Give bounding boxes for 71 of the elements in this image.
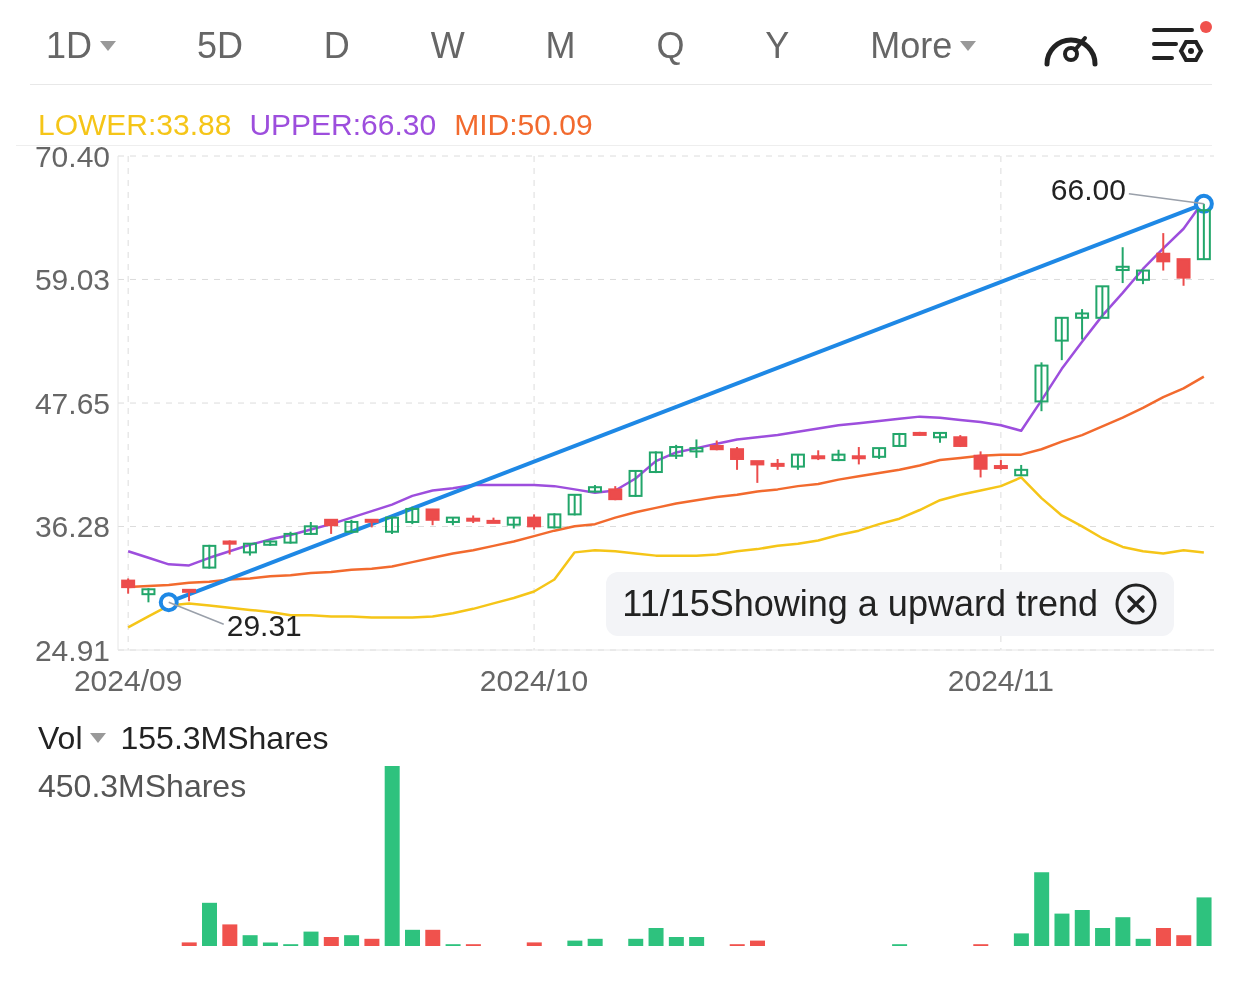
bar	[303, 931, 319, 946]
annotation: 450.3MShares	[38, 768, 247, 805]
bar	[425, 929, 441, 946]
data-label: 29.31	[226, 609, 302, 643]
candlestick	[750, 460, 765, 484]
bar	[1054, 913, 1070, 946]
bar	[242, 935, 258, 946]
y-tick-label: 70.40	[34, 139, 110, 173]
candlestick	[1156, 232, 1171, 272]
x-tick-label: 2024/09	[73, 664, 183, 698]
candlestick	[1095, 285, 1110, 319]
bar	[1013, 933, 1029, 946]
candlestick	[567, 493, 582, 517]
y-tick-label: 47.65	[34, 386, 110, 420]
candlestick	[628, 469, 643, 498]
bar	[364, 938, 380, 946]
text: More	[870, 25, 953, 67]
text: M	[545, 25, 576, 67]
data-label: 66.00	[1050, 172, 1126, 206]
bar	[404, 929, 420, 946]
y-tick-label: 59.03	[34, 263, 110, 297]
bar	[750, 940, 766, 946]
bar	[323, 937, 339, 946]
text: W	[430, 25, 465, 67]
candlestick	[1075, 308, 1090, 341]
candlestick	[202, 543, 217, 570]
candlestick	[973, 450, 988, 479]
bar	[1155, 928, 1171, 946]
annotation: 11/15Showing a upward trend	[622, 583, 1098, 625]
text: LOWER:33.88	[38, 108, 232, 142]
text: Q	[656, 25, 685, 67]
y-tick-label: 24.91	[34, 633, 110, 667]
bar	[1074, 910, 1090, 946]
bar	[1176, 935, 1192, 946]
text: 1D	[46, 25, 93, 67]
candlestick	[730, 446, 745, 471]
bar	[689, 937, 705, 946]
candlestick	[1196, 202, 1211, 261]
text: 5D	[196, 25, 243, 67]
bar	[222, 924, 238, 946]
candlestick	[1054, 316, 1069, 362]
x-tick-label: 2024/10	[479, 664, 589, 698]
bar	[1196, 897, 1212, 946]
bar	[1135, 938, 1151, 946]
bar	[262, 942, 278, 946]
chart-title: Vol	[38, 719, 84, 757]
bar	[648, 928, 664, 946]
candlestick	[689, 438, 704, 459]
y-tick-label: 36.28	[34, 510, 110, 544]
candlestick	[648, 450, 663, 475]
chart-subtitle: 155.3MShares	[120, 719, 329, 757]
bar	[567, 940, 583, 946]
text: Y	[765, 25, 790, 67]
bar	[526, 942, 542, 946]
bar	[587, 938, 603, 946]
candlestick	[1115, 246, 1130, 285]
bar	[181, 942, 197, 946]
bar	[1034, 872, 1050, 946]
bar	[1095, 928, 1111, 946]
text: MID:50.09	[454, 108, 593, 142]
text: D	[323, 25, 350, 67]
bar	[1115, 917, 1131, 946]
bar	[668, 937, 684, 946]
bar	[344, 935, 360, 946]
bar	[202, 902, 218, 946]
bar	[384, 766, 400, 946]
candlestick	[1034, 361, 1049, 413]
candlestick	[1176, 258, 1191, 287]
text: UPPER:66.30	[249, 108, 437, 142]
x-tick-label: 2024/11	[947, 664, 1054, 698]
bar	[628, 938, 644, 946]
